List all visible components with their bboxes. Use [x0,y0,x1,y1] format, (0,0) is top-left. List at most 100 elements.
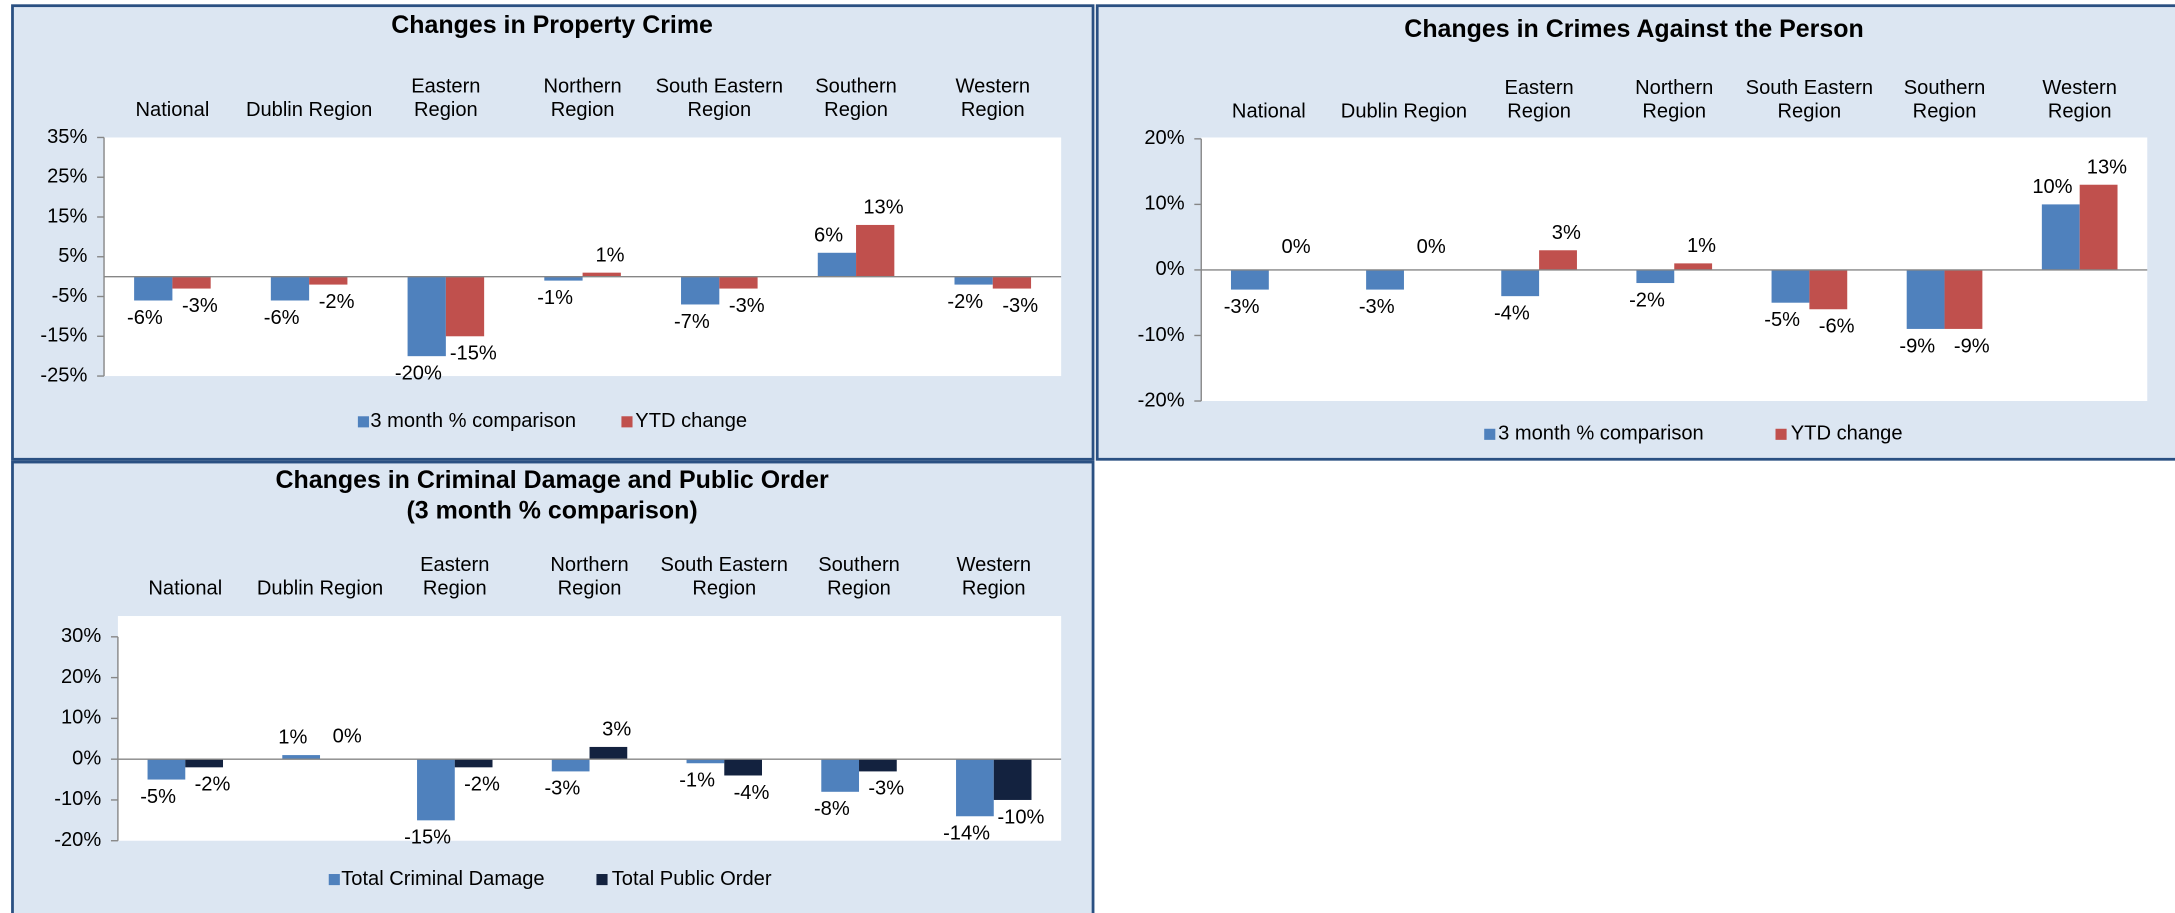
value-label: 1% [1687,235,1716,257]
category-label: Southern Region [818,554,900,600]
chart-title: Changes in Crimes Against the Person [1404,15,1863,43]
chart-title: Changes in Criminal Damage and Public Or… [275,466,829,494]
legend-swatch [1775,428,1787,440]
bar [1366,269,1404,290]
value-label: -9% [1899,335,1935,357]
value-label: -3% [182,295,218,317]
category-label: Southern Region [815,76,897,122]
value-label: -10% [997,806,1044,828]
category-label: Northern Region [543,76,621,122]
bar [817,252,857,277]
bar [956,759,994,817]
bar [821,759,860,792]
bar [407,276,446,357]
legend-swatch [1484,428,1496,440]
category-label: South Eastern Region [656,76,783,122]
value-label: -3% [1224,296,1260,318]
bar [992,276,1032,289]
y-tick-label: 5% [58,245,87,267]
bar [1674,263,1713,270]
y-tick-label: -15% [40,325,87,347]
bar [954,276,993,285]
value-label: -3% [1002,295,1038,317]
bar [1944,269,1983,329]
plot-area [117,616,1062,841]
category-label: Eastern Region [411,76,480,122]
y-tick-label: -10% [1138,324,1185,346]
chart-title: Changes in Property Crime [391,11,713,39]
value-label: -5% [1764,309,1800,331]
legend-swatch [357,416,369,428]
value-label: -6% [1819,316,1855,338]
category-label: National [148,578,222,600]
plot-area [104,137,1062,377]
value-label: 13% [863,197,903,219]
bar [719,276,758,289]
legend-label: 3 month % comparison [370,410,576,432]
category-label: Western Region [957,554,1032,600]
value-label: 6% [814,224,843,246]
value-label: 10% [2032,176,2072,198]
y-tick-label: -10% [54,788,101,810]
value-label: 1% [596,244,625,266]
legend-label: Total Criminal Damage [341,868,544,890]
bar [993,759,1032,800]
bar [147,759,186,780]
category-label: Dublin Region [257,578,383,600]
value-label: 0% [1417,236,1446,258]
bar [589,746,628,760]
legend-swatch [328,874,340,886]
bar [1539,250,1577,270]
bar [1771,269,1810,303]
value-label: -1% [537,287,573,309]
value-label: -20% [395,363,442,385]
category-label: Eastern Region [1504,77,1573,123]
y-tick-label: 10% [61,707,101,729]
bar [1636,269,1675,284]
legend-label: 3 month % comparison [1498,423,1704,445]
value-label: -5% [140,786,176,808]
bar [1230,269,1269,290]
bar [582,272,621,277]
value-label: 0% [333,725,362,747]
bar [454,759,493,768]
value-label: -2% [319,291,355,313]
category-label: Eastern Region [420,554,489,600]
value-label: -4% [734,782,770,804]
value-label: -2% [195,774,231,796]
bar [544,276,583,281]
bar [1809,269,1848,310]
bar [270,276,310,301]
y-tick-label: 0% [72,747,101,769]
value-label: -7% [674,311,710,333]
y-tick-label: 25% [47,166,87,188]
value-label: -3% [868,778,904,800]
value-label: -2% [464,774,500,796]
value-label: -3% [1359,296,1395,318]
value-label: -6% [264,307,300,329]
category-label: Western Region [956,76,1031,122]
value-label: -9% [1954,335,1990,357]
value-label: -1% [679,770,715,792]
bar [445,276,485,337]
category-label: Dublin Region [1341,101,1467,123]
y-tick-label: 30% [61,625,101,647]
chart-subtitle: (3 month % comparison) [407,497,698,525]
category-label: National [136,99,210,121]
bar [185,759,224,768]
category-label: South Eastern Region [1746,77,1873,123]
value-label: -3% [544,778,580,800]
legend-label: YTD change [635,410,747,432]
y-tick-label: 15% [47,205,87,227]
bar [551,759,590,772]
legend-swatch [621,416,633,428]
value-label: -15% [404,827,451,849]
value-label: -2% [1629,289,1665,311]
bar [417,759,455,821]
bar [134,276,173,301]
bar [1501,269,1540,297]
value-label: 3% [602,719,631,741]
legend-swatch [596,874,608,886]
category-label: South Eastern Region [661,554,788,600]
